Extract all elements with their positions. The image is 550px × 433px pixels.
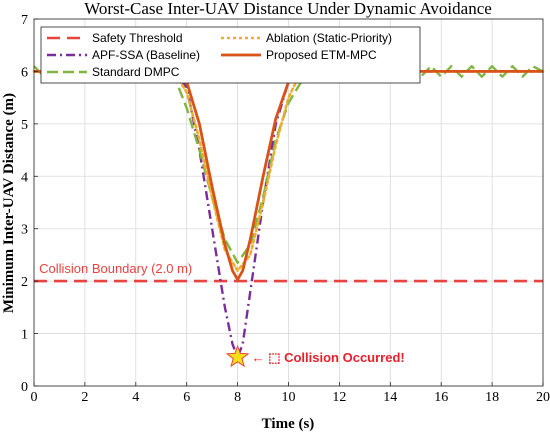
- legend-label: Proposed ETM-MPC: [266, 48, 377, 62]
- legend-label: Ablation (Static-Priority): [266, 31, 392, 45]
- x-tick-label: 14: [383, 390, 397, 405]
- legend-label: APF-SSA (Baseline): [92, 48, 200, 62]
- chart-title: Worst-Case Inter-UAV Distance Under Dyna…: [84, 0, 492, 18]
- y-tick-label: 1: [21, 328, 28, 343]
- legend-label: Safety Threshold: [92, 31, 183, 45]
- collision-boundary-label: Collision Boundary (2.0 m): [39, 261, 192, 276]
- legend-label: Standard DMPC: [92, 65, 180, 79]
- y-tick-label: 7: [21, 13, 28, 28]
- x-axis-label: Time (s): [262, 416, 315, 432]
- y-tick-label: 5: [21, 118, 28, 133]
- x-tick-label: 2: [81, 390, 88, 405]
- collision-occurred-label: ← ⬚ Collision Occurred!: [252, 350, 405, 365]
- y-tick-label: 4: [21, 170, 28, 185]
- x-tick-label: 16: [434, 390, 448, 405]
- y-axis-label: Minimum Inter-UAV Distance (m): [1, 93, 17, 313]
- series-line-proposed-etm-mpc: [34, 70, 543, 282]
- legend-box: [40, 26, 421, 84]
- x-tick-label: 10: [282, 390, 296, 405]
- x-tick-label: 4: [132, 390, 139, 405]
- y-tick-label: 0: [21, 380, 28, 395]
- marker-layer: [225, 344, 250, 368]
- series-line-ablation-static-priority: [32, 70, 545, 273]
- x-tick-label: 6: [183, 390, 190, 405]
- y-tick-label: 6: [21, 65, 28, 80]
- x-tick-label: 8: [234, 390, 241, 405]
- x-tick-label: 12: [332, 390, 346, 405]
- x-tick-label: 0: [31, 390, 38, 405]
- annotation-layer: Collision Boundary (2.0 m) ← ⬚ Collision …: [39, 261, 405, 365]
- collision-star-marker: [225, 344, 250, 368]
- x-tick-label: 20: [536, 390, 550, 405]
- x-tick-label: 18: [485, 390, 499, 405]
- y-tick-label: 2: [21, 275, 28, 290]
- y-tick-label: 3: [21, 223, 28, 238]
- legend: Safety Threshold Ablation (Static-Priorit…: [40, 26, 421, 84]
